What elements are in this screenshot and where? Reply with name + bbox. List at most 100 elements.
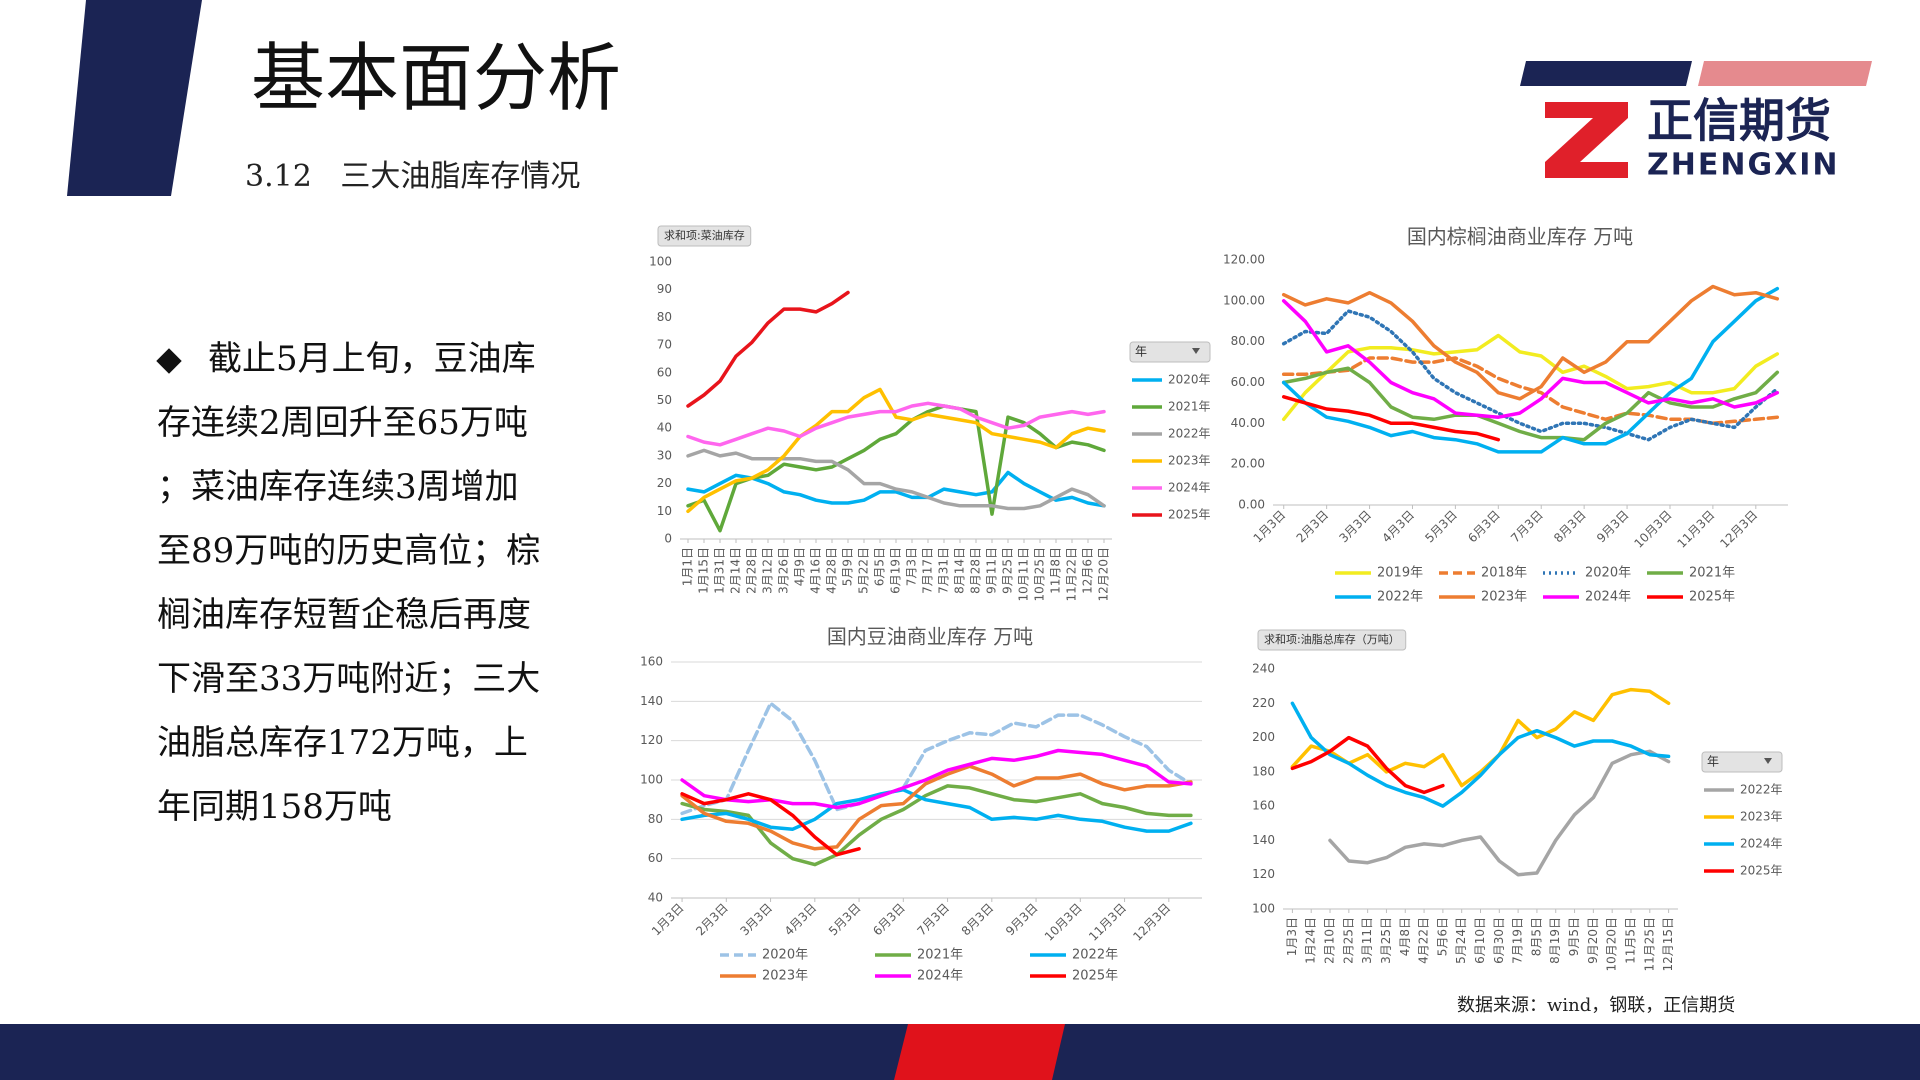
x-tick-label: 2月14日 [729, 547, 743, 594]
logo-bar-navy [1520, 61, 1692, 86]
y-tick-label: 120.00 [1223, 253, 1265, 267]
series-line [686, 290, 850, 408]
legend-label: 2020年 [762, 948, 808, 963]
legend-label: 2024年 [1168, 481, 1211, 495]
corner-band [67, 0, 202, 196]
chart-title-box [657, 225, 752, 247]
x-tick-label: 8月3日 [1551, 508, 1589, 546]
x-tick-label: 4月28日 [825, 547, 839, 594]
series-line [680, 788, 1193, 833]
y-tick-label: 0.00 [1238, 498, 1265, 512]
x-tick-label: 6月10日 [1473, 917, 1487, 964]
logo-bar-pink [1698, 61, 1872, 86]
x-tick-label: 5月9日 [841, 547, 855, 586]
legend-header [1701, 751, 1783, 773]
chart-title: 求和项:油脂总库存（万吨） [1264, 632, 1400, 646]
legend-label: 2018年 [1481, 566, 1527, 581]
x-tick-label: 5月24日 [1454, 917, 1468, 964]
y-tick-label: 100 [640, 773, 663, 787]
series-line [680, 764, 1193, 851]
x-tick-label: 3月12日 [761, 547, 775, 594]
legend-label: 2019年 [1377, 566, 1423, 581]
x-tick-label: 2月10日 [1323, 917, 1337, 964]
series-line [686, 404, 1106, 533]
x-tick-label: 9月3日 [1003, 901, 1041, 939]
series-line [1281, 366, 1780, 442]
y-tick-label: 60 [657, 365, 672, 379]
legend-label: 2024年 [1585, 590, 1631, 605]
x-tick-label: 10月25日 [1033, 547, 1047, 602]
y-tick-label: 160 [1252, 799, 1275, 813]
y-tick-label: 40.00 [1231, 416, 1265, 430]
x-tick-label: 4月8日 [1398, 917, 1412, 956]
slide-subtitle: 3.12 三大油脂库存情况 [245, 159, 580, 194]
legend-label: 2023年 [1168, 454, 1211, 468]
series-line [1281, 284, 1780, 401]
x-tick-label: 7月3日 [914, 901, 952, 939]
series-line [1281, 333, 1780, 422]
summary-line: 截止5月上旬，豆油库 [208, 339, 536, 379]
x-tick-label: 8月3日 [959, 901, 997, 939]
y-tick-label: 80 [648, 812, 663, 826]
y-tick-label: 60 [648, 851, 663, 865]
y-tick-label: 20 [657, 476, 672, 490]
y-tick-label: 50 [657, 393, 672, 407]
x-tick-label: 12月3日 [1717, 508, 1760, 551]
x-tick-label: 11月3日 [1674, 508, 1717, 551]
series-line [680, 701, 1193, 816]
legend-label: 2025年 [1740, 864, 1783, 878]
legend-label: 2025年 [1072, 969, 1118, 984]
legend-label: 2025年 [1168, 508, 1211, 522]
legend-label: 2025年 [1689, 590, 1735, 605]
x-tick-label: 3月25日 [1379, 917, 1393, 964]
x-tick-label: 8月28日 [969, 547, 983, 594]
x-tick-label: 8月14日 [953, 547, 967, 594]
series-line [1281, 309, 1780, 442]
series-line [680, 792, 861, 857]
chart: 国内棕榈油商业库存 万吨 0.00 20.00 40.00 60.00 80.00 100.… [1223, 225, 1788, 605]
x-tick-label: 1月24日 [1304, 917, 1318, 964]
x-tick-label: 3月3日 [737, 901, 775, 939]
x-tick-label: 1月1日 [681, 547, 695, 586]
y-tick-label: 0 [664, 532, 672, 546]
x-tick-label: 9月11日 [985, 547, 999, 594]
legend-label: 2021年 [1168, 400, 1211, 414]
logo-mark [1545, 102, 1628, 178]
summary-line: 至89万吨的历史高位；棕 [157, 531, 540, 571]
x-tick-label: 4月3日 [1379, 508, 1417, 546]
y-tick-label: 180 [1252, 764, 1275, 778]
x-tick-label: 7月19日 [1511, 917, 1525, 964]
series-line [1281, 395, 1501, 442]
x-tick-label: 6月19日 [889, 547, 903, 594]
y-tick-label: 80.00 [1231, 334, 1265, 348]
x-tick-label: 2月3日 [693, 901, 731, 939]
x-tick-label: 9月20日 [1586, 917, 1600, 964]
x-tick-label: 9月3日 [1594, 508, 1632, 546]
x-tick-label: 7月31日 [937, 547, 951, 594]
legend-filter-icon [1192, 348, 1200, 354]
source-note: 数据来源：wind，钢联，正信期货 [1457, 995, 1735, 1016]
chart-title-box [1257, 629, 1407, 651]
chart-title: 国内棕榈油商业库存 万吨 [1407, 225, 1633, 249]
chart-title: 国内豆油商业库存 万吨 [827, 625, 1033, 649]
x-tick-label: 12月15日 [1661, 917, 1675, 972]
series-line [1290, 687, 1671, 788]
logo-name: 正信期货 [1647, 94, 1831, 148]
x-tick-label: 10月11日 [1017, 547, 1031, 602]
y-tick-label: 140 [1252, 833, 1275, 847]
y-tick-label: 80 [657, 310, 672, 324]
y-tick-label: 100 [649, 255, 672, 269]
y-tick-label: 140 [640, 694, 663, 708]
legend-header [1129, 341, 1211, 363]
x-tick-label: 4月3日 [782, 901, 820, 939]
x-tick-label: 7月3日 [1508, 508, 1546, 546]
summary-line: 榈油库存短暂企稳后再度 [157, 595, 531, 635]
logo-latin: ZHENGXIN [1647, 148, 1839, 183]
x-tick-label: 1月31日 [713, 547, 727, 594]
x-tick-label: 11月22日 [1065, 547, 1079, 602]
legend-label: 2022年 [1740, 783, 1783, 797]
x-tick-label: 11月8日 [1049, 547, 1063, 594]
y-tick-label: 40 [648, 891, 663, 905]
